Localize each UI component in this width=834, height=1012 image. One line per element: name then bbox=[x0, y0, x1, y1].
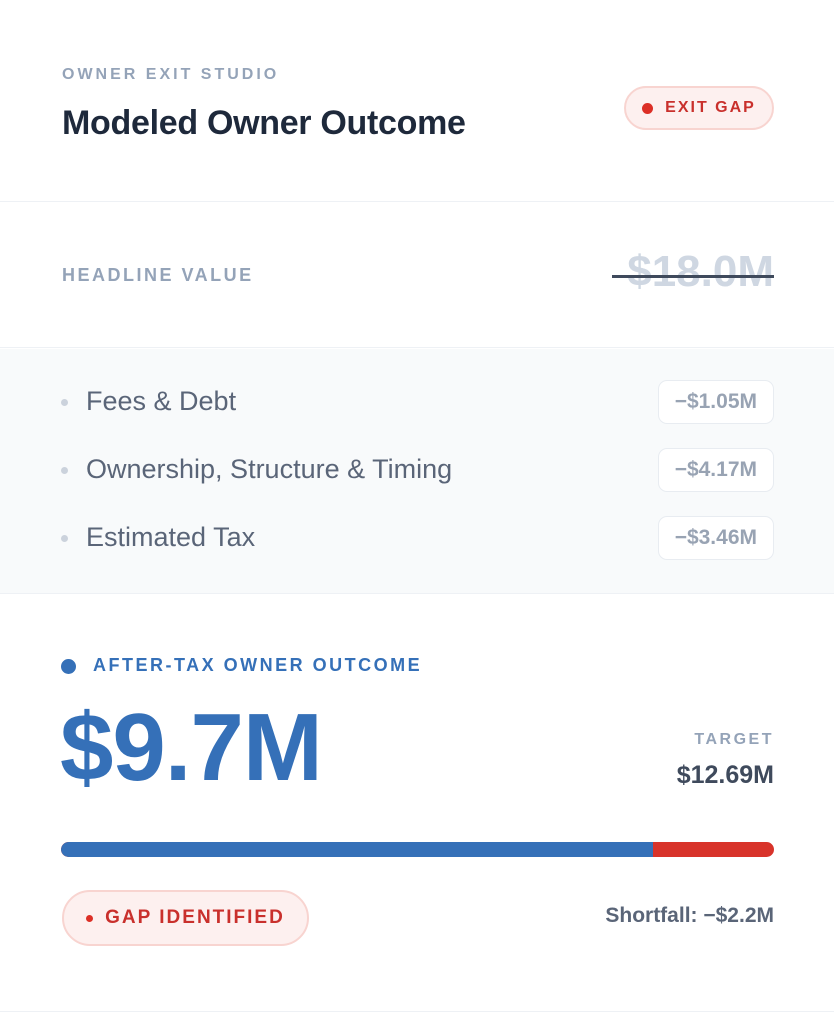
deductions-list: Fees & Debt −$1.05M Ownership, Structure… bbox=[0, 349, 834, 594]
shortfall-text: Shortfall: −$2.2M bbox=[605, 904, 774, 927]
strikethrough-line bbox=[612, 275, 774, 278]
bullet-icon bbox=[61, 535, 68, 542]
header: OWNER EXIT STUDIO Modeled Owner Outcome … bbox=[0, 0, 834, 202]
progress-fill bbox=[61, 842, 653, 857]
deduction-name: Ownership, Structure & Timing bbox=[86, 454, 453, 484]
progress-bar bbox=[61, 842, 774, 857]
deduction-row: Estimated Tax −$3.46M bbox=[0, 516, 834, 560]
headline-value-amount: $18.0M bbox=[627, 247, 774, 296]
gap-dot-icon bbox=[86, 914, 94, 922]
gap-identified-badge: GAP IDENTIFIED bbox=[62, 890, 309, 946]
deduction-name: Estimated Tax bbox=[86, 522, 256, 552]
outcome-value: $9.7M bbox=[60, 694, 323, 801]
headline-value-section: HEADLINE VALUE $18.0M bbox=[0, 203, 834, 348]
deduction-amount: −$3.46M bbox=[657, 516, 774, 560]
exit-gap-badge: EXIT GAP bbox=[624, 86, 774, 130]
page-title: Modeled Owner Outcome bbox=[62, 104, 466, 142]
headline-value-label: HEADLINE VALUE bbox=[62, 265, 254, 285]
app-eyebrow: OWNER EXIT STUDIO bbox=[62, 66, 280, 83]
bullet-icon bbox=[61, 467, 68, 474]
deduction-row: Fees & Debt −$1.05M bbox=[0, 380, 834, 424]
deduction-row: Ownership, Structure & Timing −$4.17M bbox=[0, 448, 834, 492]
deduction-amount: −$1.05M bbox=[657, 380, 774, 424]
exit-gap-label: EXIT GAP bbox=[665, 99, 756, 116]
gap-identified-label: GAP IDENTIFIED bbox=[105, 907, 285, 928]
deduction-name: Fees & Debt bbox=[86, 386, 237, 416]
bullet-icon bbox=[61, 399, 68, 406]
outcome-section: AFTER-TAX OWNER OUTCOME $9.7M TARGET $12… bbox=[0, 595, 834, 1012]
outcome-dot-icon bbox=[61, 659, 76, 674]
outcome-label: AFTER-TAX OWNER OUTCOME bbox=[93, 655, 423, 675]
target-value: $12.69M bbox=[676, 761, 774, 789]
status-dot-icon bbox=[642, 102, 654, 114]
target-label: TARGET bbox=[694, 731, 774, 748]
deduction-amount: −$4.17M bbox=[657, 448, 774, 492]
